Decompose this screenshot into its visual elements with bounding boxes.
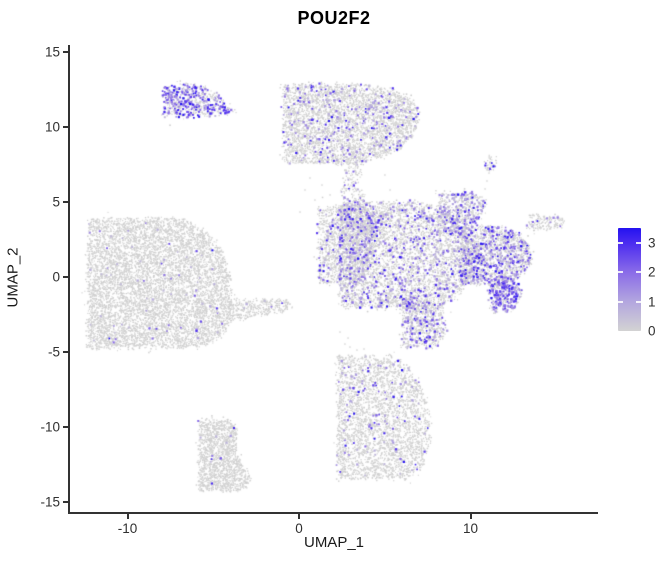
- y-axis-title: UMAP_2: [4, 247, 22, 308]
- colorbar-tick-label: 3: [648, 235, 656, 251]
- colorbar-tick-mark: [618, 241, 623, 244]
- x-tick-mark: [298, 514, 300, 519]
- colorbar-tick-mark: [636, 300, 641, 303]
- y-tick-mark: [63, 201, 68, 203]
- plot-title: POU2F2: [297, 8, 371, 28]
- x-axis-title: UMAP_1: [303, 534, 365, 551]
- colorbar-tick-mark: [618, 300, 623, 303]
- x-tick-label: -10: [117, 521, 138, 536]
- colorbar-tick-label: 1: [648, 294, 656, 310]
- colorbar-gradient: [618, 228, 641, 331]
- y-tick-label: 5: [52, 194, 60, 210]
- y-tick-label: -10: [40, 419, 60, 435]
- colorbar-tick-mark: [636, 241, 641, 244]
- x-tick-mark: [469, 514, 472, 519]
- y-tick-mark: [63, 126, 68, 128]
- y-tick-mark: [63, 351, 68, 353]
- y-tick-mark: [63, 426, 68, 428]
- x-tick-label: 0: [295, 521, 303, 536]
- y-tick-mark: [63, 501, 68, 503]
- colorbar-tick-label: 2: [648, 264, 656, 280]
- y-tick-label: 15: [44, 44, 60, 60]
- y-tick-label: 10: [44, 119, 60, 135]
- y-tick-label: 0: [52, 269, 60, 285]
- y-tick-mark: [63, 51, 68, 53]
- y-tick-mark: [63, 276, 68, 278]
- colorbar-tick-label: 0: [648, 323, 656, 339]
- y-axis-line: [68, 45, 70, 514]
- colorbar-tick-mark: [636, 271, 641, 274]
- x-tick-label: 10: [462, 521, 479, 536]
- y-tick-label: -5: [47, 344, 60, 360]
- x-tick-mark: [126, 514, 129, 519]
- y-tick-label: -15: [40, 494, 60, 510]
- colorbar-tick-mark: [618, 271, 623, 274]
- x-axis-line: [68, 512, 598, 514]
